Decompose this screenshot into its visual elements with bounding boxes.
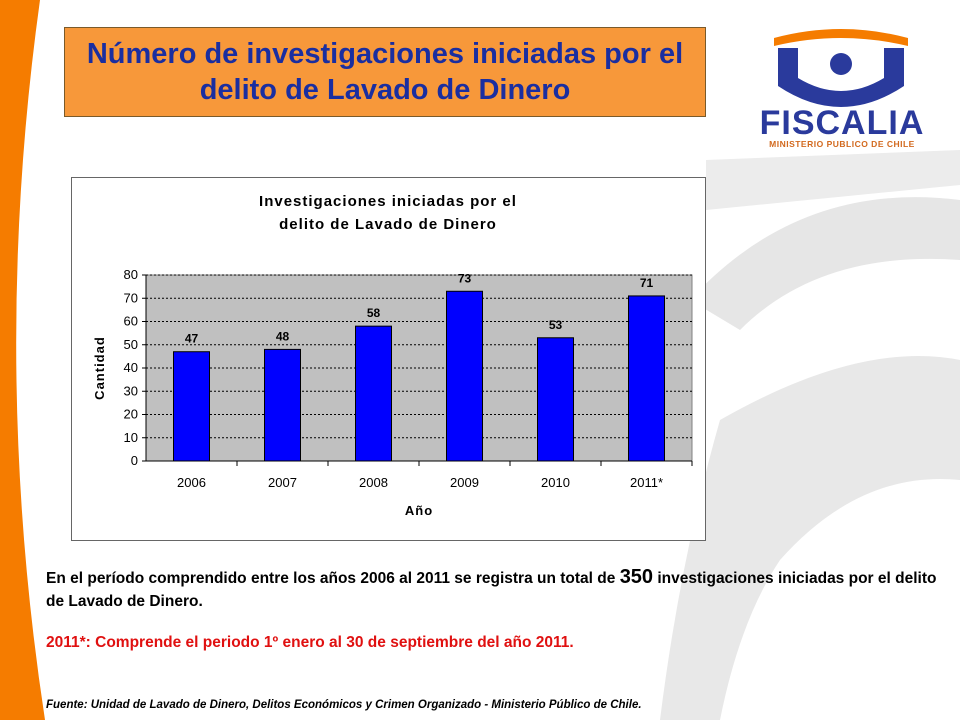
bar-2009 bbox=[446, 290, 483, 462]
x-tick-label: 2009 bbox=[450, 475, 479, 490]
y-tick-label: 10 bbox=[124, 430, 138, 445]
data-label: 53 bbox=[549, 318, 563, 332]
value-labels: 47 48 58 73 53 71 bbox=[185, 271, 654, 345]
y-axis-label: Cantidad bbox=[92, 336, 107, 400]
fiscalia-logo-icon bbox=[774, 29, 908, 107]
y-tick-label: 20 bbox=[124, 407, 138, 422]
x-tick-label: 2006 bbox=[177, 475, 206, 490]
data-label: 73 bbox=[458, 271, 472, 285]
orange-arc-decoration bbox=[0, 0, 45, 720]
logo-wordmark: FISCALIA bbox=[759, 104, 925, 142]
y-tick-label: 40 bbox=[124, 360, 138, 375]
summary-prefix: En el período comprendido entre los años… bbox=[46, 570, 620, 587]
grey-swoosh-decoration-3 bbox=[706, 150, 960, 210]
bar-2007 bbox=[264, 348, 301, 462]
x-tick-label: 2008 bbox=[359, 475, 388, 490]
x-tick-label: 2010 bbox=[541, 475, 570, 490]
x-axis-ticks: 2006 2007 2008 2009 2010 2011* bbox=[177, 461, 693, 490]
y-axis-ticks: 0 10 20 30 40 50 60 70 80 bbox=[124, 267, 146, 468]
source-text: : Unidad de Lavado de Dinero, Delitos Ec… bbox=[83, 699, 642, 711]
x-axis-label: Año bbox=[405, 503, 433, 518]
data-label: 58 bbox=[367, 306, 381, 320]
summary-suffix: investigaciones iniciadas por el delito … bbox=[46, 570, 937, 610]
x-tick-label: 2007 bbox=[268, 475, 297, 490]
slide-title: Número de investigaciones iniciadas por … bbox=[86, 38, 684, 106]
data-label: 47 bbox=[185, 332, 199, 346]
y-tick-label: 50 bbox=[124, 337, 138, 352]
y-tick-label: 70 bbox=[124, 290, 138, 305]
bar-chart: Investigaciones iniciadas por el delito … bbox=[71, 177, 706, 541]
x-tick-label: 2011* bbox=[630, 475, 663, 490]
y-tick-label: 30 bbox=[124, 383, 138, 398]
data-label: 48 bbox=[276, 329, 290, 343]
source-citation: Fuente: Unidad de Lavado de Dinero, Deli… bbox=[46, 699, 642, 711]
summary-total: 350 bbox=[619, 566, 654, 588]
y-tick-label: 0 bbox=[131, 453, 138, 468]
y-tick-label: 80 bbox=[124, 267, 138, 282]
grey-swoosh-decoration bbox=[690, 197, 960, 330]
bar-2010 bbox=[537, 337, 574, 462]
chart-title-line1: Investigaciones iniciadas por el bbox=[259, 193, 517, 210]
summary-text: En el período comprendido entre los años… bbox=[46, 566, 946, 613]
bar-2008 bbox=[355, 325, 392, 462]
grid-lines bbox=[146, 274, 692, 439]
logo-subtitle: MINISTERIO PUBLICO DE CHILE bbox=[769, 139, 915, 149]
source-label: Fuente bbox=[46, 699, 84, 711]
chart-title-line2: delito de Lavado de Dinero bbox=[279, 216, 497, 233]
bar-2006 bbox=[173, 351, 210, 462]
grey-swoosh-decoration-2 bbox=[660, 356, 960, 720]
bar-2011* bbox=[628, 295, 665, 462]
y-tick-label: 60 bbox=[124, 314, 138, 329]
chart-svg: Investigaciones iniciadas por el delito … bbox=[92, 193, 693, 518]
footnote-2011: 2011*: Comprende el periodo 1º enero al … bbox=[46, 634, 574, 651]
slide-title-box: Número de investigaciones iniciadas por … bbox=[64, 27, 706, 117]
data-label: 71 bbox=[640, 276, 654, 290]
